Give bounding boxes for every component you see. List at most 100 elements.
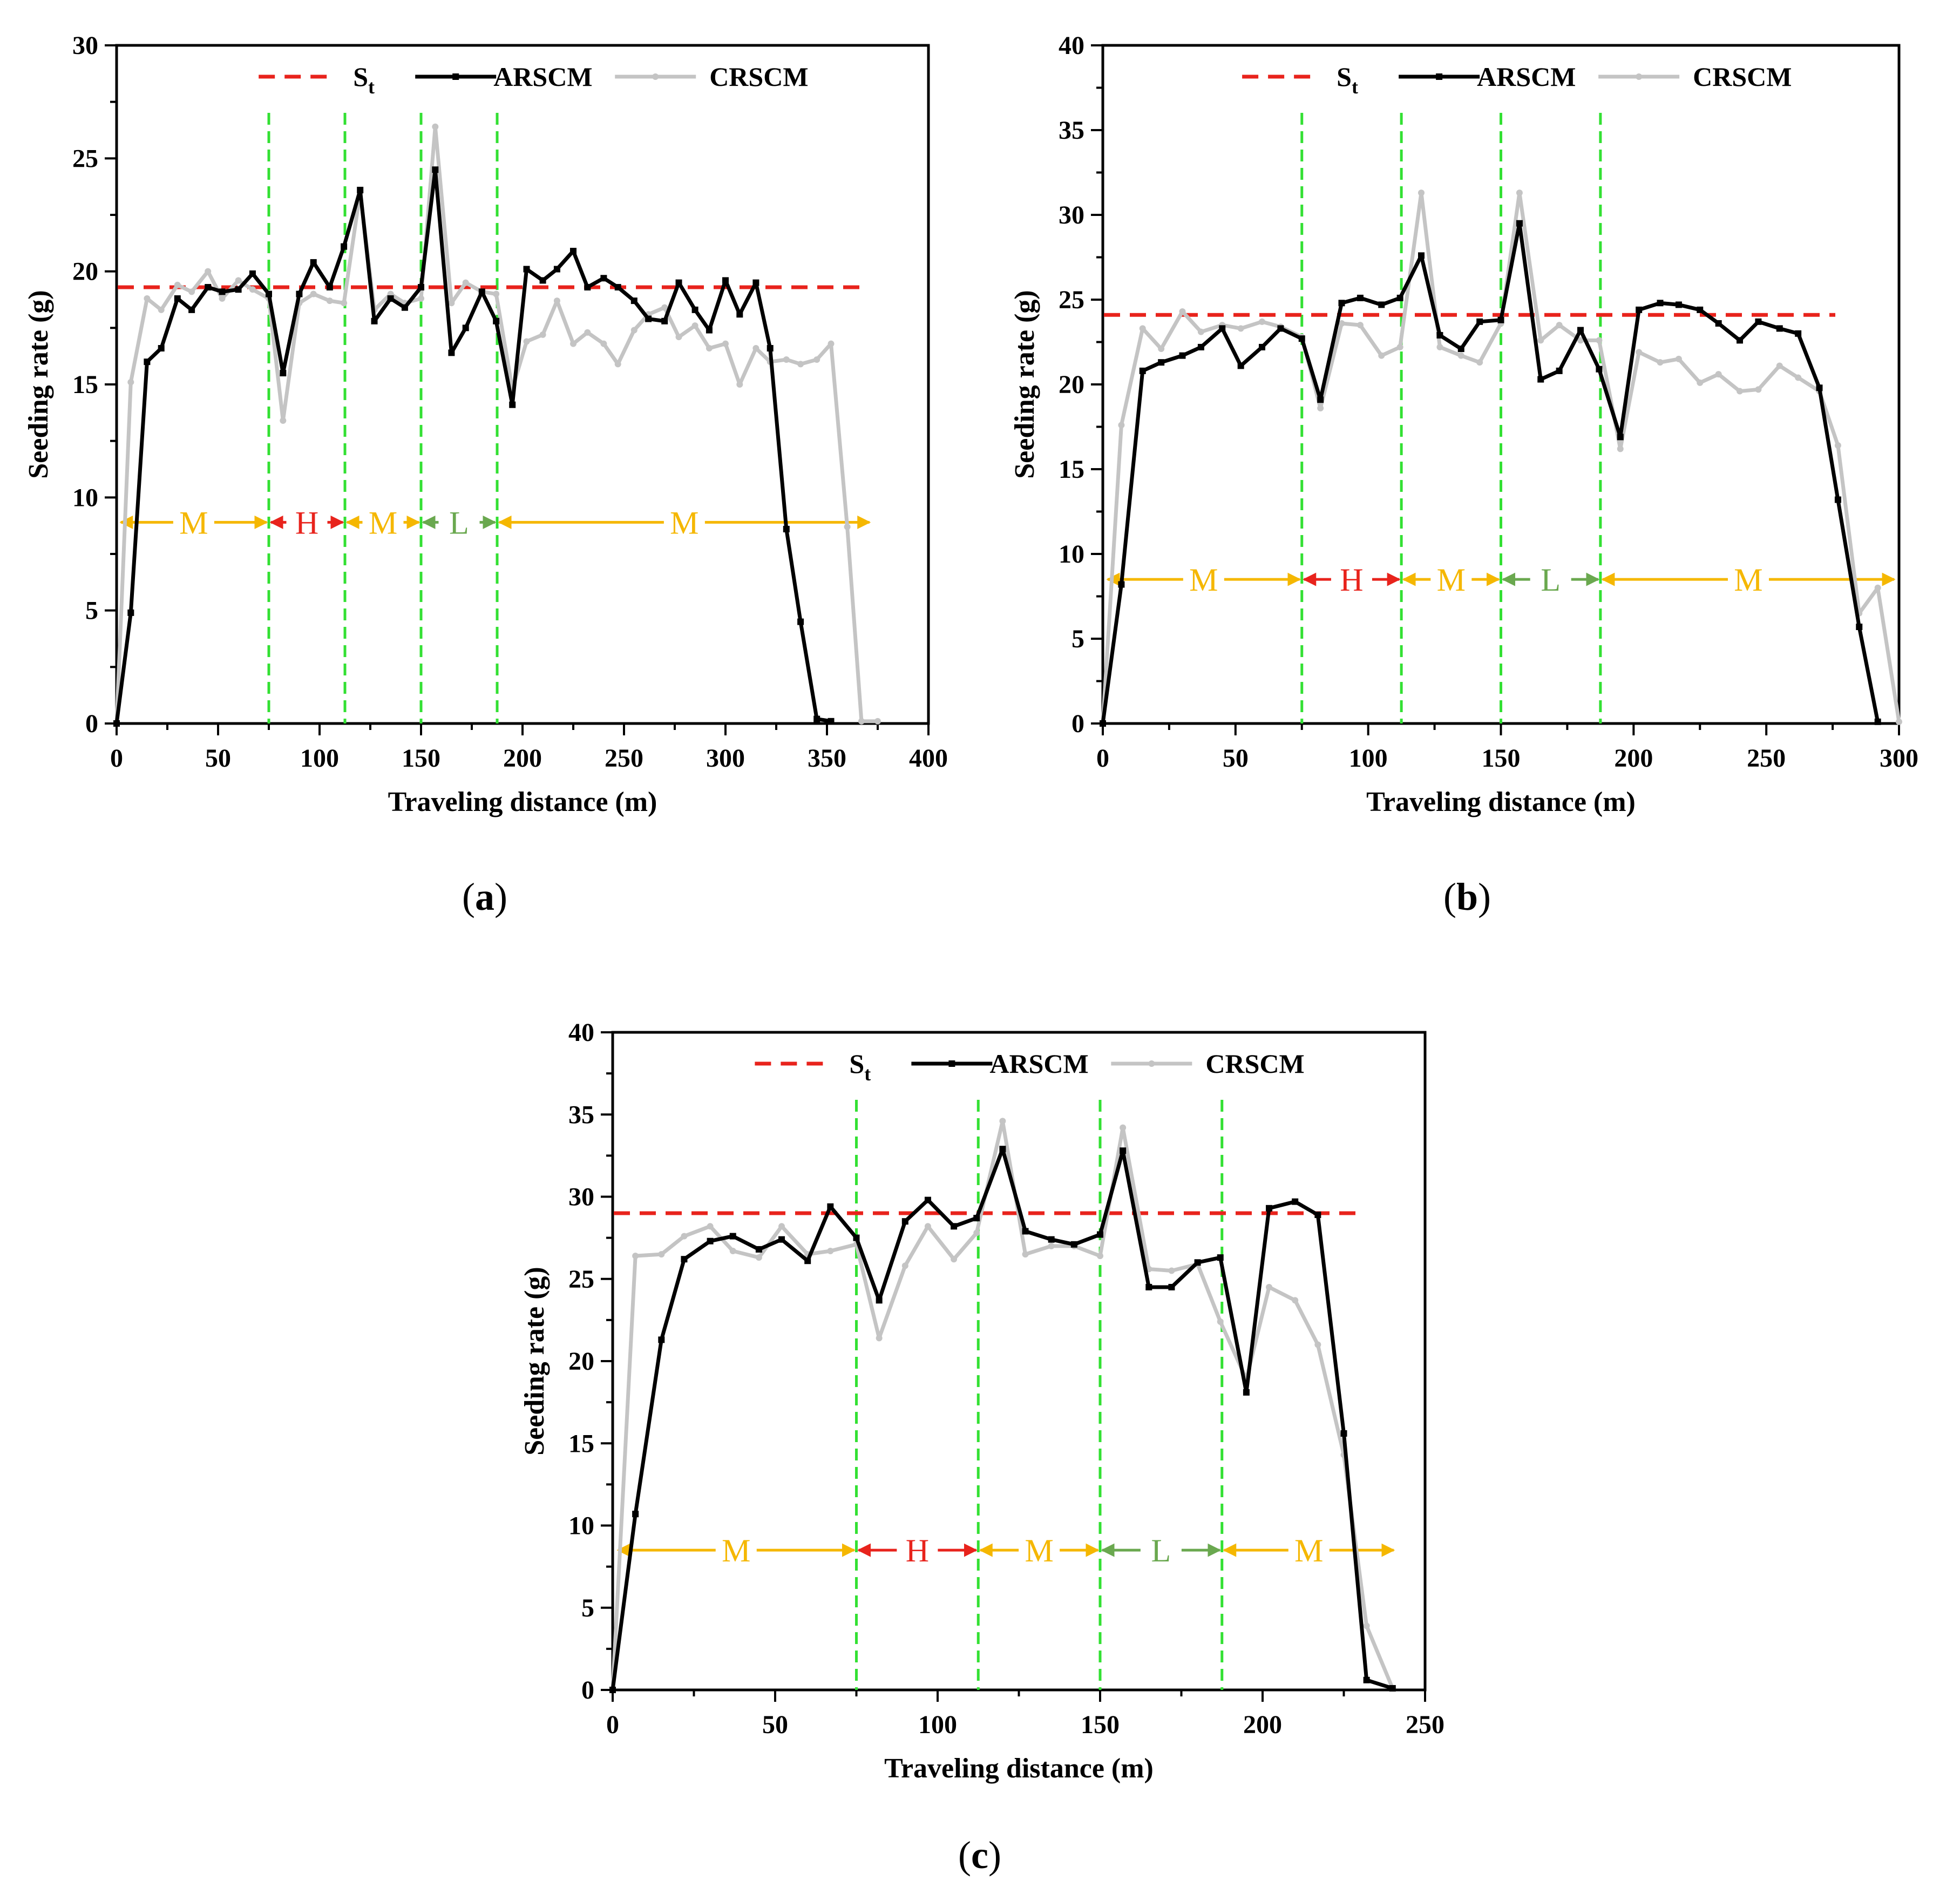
x-tick-label: 50 xyxy=(1223,744,1249,773)
x-tick-label: 0 xyxy=(110,744,123,773)
data-point-crscm xyxy=(630,327,637,334)
caption-panel-c: (c) xyxy=(958,1834,1001,1877)
data-point-arscm xyxy=(1715,320,1722,327)
data-point-crscm xyxy=(341,300,348,307)
data-point-crscm xyxy=(493,290,500,297)
y-axis-title: Seeding rate (g) xyxy=(23,290,54,478)
data-point-crscm xyxy=(1896,718,1902,725)
data-point-arscm xyxy=(1120,1147,1127,1154)
data-point-arscm xyxy=(1298,335,1305,342)
data-point-crscm xyxy=(1516,190,1523,197)
data-point-arscm xyxy=(584,283,591,290)
data-point-arscm xyxy=(600,275,607,282)
data-point-crscm xyxy=(1338,320,1345,327)
data-point-arscm xyxy=(127,609,134,616)
data-point-crscm xyxy=(1259,318,1265,325)
data-point-arscm xyxy=(1657,300,1664,307)
data-point-arscm xyxy=(1537,376,1544,383)
y-tick-label: 20 xyxy=(568,1347,594,1376)
data-point-arscm xyxy=(387,295,394,302)
data-point-crscm xyxy=(973,1229,980,1236)
data-point-arscm xyxy=(310,259,317,266)
data-point-crscm xyxy=(632,1253,639,1260)
zone-label: M xyxy=(1437,562,1466,598)
data-point-arscm xyxy=(1497,316,1504,323)
data-point-crscm xyxy=(418,295,424,302)
data-point-crscm xyxy=(707,1223,714,1230)
y-axis-title: Seeding rate (g) xyxy=(519,1267,550,1455)
data-point-arscm xyxy=(432,166,439,173)
x-tick-label: 250 xyxy=(1747,744,1786,773)
data-point-crscm xyxy=(1834,442,1841,449)
y-tick-label: 10 xyxy=(72,483,98,512)
data-point-arscm xyxy=(1776,325,1783,332)
data-point-arscm xyxy=(853,1234,860,1241)
data-point-arscm xyxy=(1795,330,1802,337)
data-point-crscm xyxy=(462,279,469,286)
data-point-crscm xyxy=(1697,379,1704,386)
data-point-crscm xyxy=(1556,322,1563,329)
data-point-arscm xyxy=(1737,337,1743,344)
data-point-arscm xyxy=(614,283,621,290)
data-point-arscm xyxy=(539,277,546,284)
legend-marker-crscm xyxy=(1636,73,1643,80)
y-tick-label: 5 xyxy=(581,1594,594,1622)
data-point-crscm xyxy=(1715,371,1722,378)
data-point-crscm xyxy=(1436,343,1443,350)
data-point-arscm xyxy=(691,306,698,313)
series-line-arscm xyxy=(611,1147,1393,1690)
data-point-arscm xyxy=(188,306,195,313)
zone-label: M xyxy=(179,505,208,540)
data-point-crscm xyxy=(924,1223,931,1230)
data-point-arscm xyxy=(1389,1685,1396,1692)
data-point-crscm xyxy=(1657,359,1664,366)
data-point-crscm xyxy=(1396,343,1403,350)
data-point-crscm xyxy=(876,1335,883,1342)
x-tick-label: 250 xyxy=(1406,1710,1444,1739)
x-axis-title: Traveling distance (m) xyxy=(1366,787,1636,817)
data-point-arscm xyxy=(736,311,743,318)
zone-label: L xyxy=(1151,1533,1171,1568)
data-point-crscm xyxy=(235,277,242,284)
data-point-arscm xyxy=(401,304,408,311)
data-point-arscm xyxy=(609,1687,616,1693)
data-point-crscm xyxy=(797,361,804,368)
data-point-crscm xyxy=(783,356,790,363)
legend-marker-arscm xyxy=(452,73,459,80)
legend-marker-crscm xyxy=(1148,1060,1155,1067)
data-point-crscm xyxy=(1776,362,1783,369)
data-point-arscm xyxy=(999,1146,1006,1153)
data-point-arscm xyxy=(804,1257,811,1264)
data-point-arscm xyxy=(1070,1241,1077,1248)
x-axis-title: Traveling distance (m) xyxy=(388,787,657,817)
legend-label-arscm: ARSCM xyxy=(493,62,592,92)
x-tick-label: 150 xyxy=(402,744,440,773)
data-point-crscm xyxy=(1476,359,1483,366)
data-point-crscm xyxy=(1636,349,1643,356)
data-point-arscm xyxy=(778,1236,785,1243)
data-point-arscm xyxy=(1237,362,1244,369)
zone-label: M xyxy=(1025,1533,1053,1568)
data-point-crscm xyxy=(570,340,577,347)
data-point-arscm xyxy=(767,345,774,352)
data-point-arscm xyxy=(1476,318,1483,325)
data-point-crscm xyxy=(1675,355,1682,362)
chart-panel-c: 0 50 100 150 200 250 0 5 10 15 20 25 30 35 40 Traveling… xyxy=(519,1018,1444,1784)
data-point-arscm xyxy=(901,1218,908,1225)
data-point-arscm xyxy=(706,327,713,334)
data-point-arscm xyxy=(113,720,120,727)
data-point-crscm xyxy=(1197,328,1204,335)
data-point-arscm xyxy=(1436,332,1443,339)
data-point-crscm xyxy=(828,340,835,347)
y-tick-label: 30 xyxy=(1059,201,1084,229)
data-point-crscm xyxy=(858,718,865,725)
x-tick-label: 200 xyxy=(1243,1710,1282,1739)
data-point-arscm xyxy=(1357,294,1364,301)
x-tick-label: 400 xyxy=(909,744,948,773)
series-line-arscm xyxy=(1101,221,1880,724)
data-point-crscm xyxy=(1378,352,1385,359)
data-point-crscm xyxy=(1537,337,1544,344)
data-point-crscm xyxy=(600,340,607,347)
data-point-arscm xyxy=(1097,1231,1103,1238)
